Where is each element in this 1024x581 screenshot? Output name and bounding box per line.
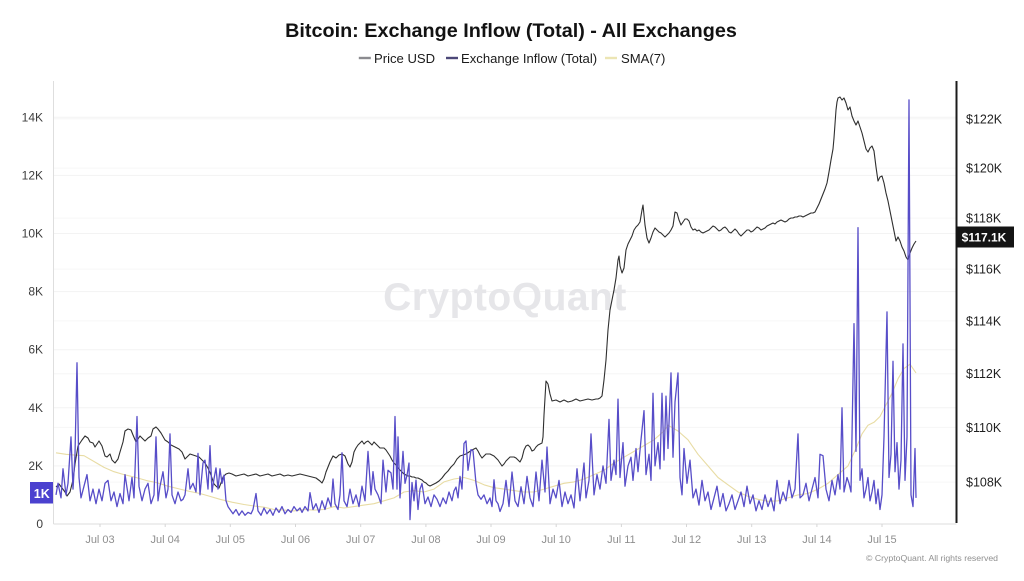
svg-text:Jul 12: Jul 12 — [672, 534, 701, 546]
svg-text:Jul 15: Jul 15 — [867, 534, 896, 546]
svg-text:Bitcoin: Exchange Inflow (Tota: Bitcoin: Exchange Inflow (Total) - All E… — [285, 20, 737, 42]
svg-text:Jul 10: Jul 10 — [542, 534, 571, 546]
svg-text:Jul 04: Jul 04 — [151, 534, 180, 546]
svg-text:$120K: $120K — [966, 162, 1003, 176]
svg-text:2K: 2K — [28, 459, 43, 473]
svg-text:4K: 4K — [28, 401, 43, 415]
svg-text:Price USD: Price USD — [374, 51, 435, 66]
svg-text:SMA(7): SMA(7) — [621, 51, 665, 66]
svg-text:$117.1K: $117.1K — [962, 231, 1007, 245]
svg-text:Jul 13: Jul 13 — [737, 534, 766, 546]
svg-text:14K: 14K — [22, 110, 43, 124]
svg-text:Exchange Inflow (Total): Exchange Inflow (Total) — [461, 51, 597, 66]
svg-text:Jul 05: Jul 05 — [216, 534, 245, 546]
svg-text:10K: 10K — [22, 227, 43, 241]
svg-text:$108K: $108K — [966, 476, 1003, 490]
svg-text:CryptoQuant: CryptoQuant — [383, 276, 627, 319]
svg-text:$116K: $116K — [966, 263, 1002, 277]
svg-text:0: 0 — [36, 517, 43, 531]
svg-text:Jul 03: Jul 03 — [85, 534, 114, 546]
svg-text:Jul 11: Jul 11 — [607, 534, 636, 546]
svg-text:Jul 06: Jul 06 — [281, 534, 310, 546]
svg-text:12K: 12K — [22, 168, 43, 182]
svg-text:$122K: $122K — [966, 112, 1003, 126]
svg-text:8K: 8K — [28, 285, 43, 299]
svg-text:$114K: $114K — [966, 314, 1002, 328]
svg-text:$110K: $110K — [966, 421, 1002, 435]
svg-text:Jul 08: Jul 08 — [411, 534, 440, 546]
svg-text:1K: 1K — [34, 487, 50, 501]
svg-text:6K: 6K — [28, 343, 43, 357]
svg-text:Jul 09: Jul 09 — [476, 534, 505, 546]
svg-text:$118K: $118K — [966, 212, 1002, 226]
svg-text:© CryptoQuant. All rights rese: © CryptoQuant. All rights reserved — [866, 553, 998, 563]
svg-text:Jul 14: Jul 14 — [802, 534, 831, 546]
svg-text:$112K: $112K — [966, 367, 1002, 381]
svg-text:Jul 07: Jul 07 — [346, 534, 375, 546]
